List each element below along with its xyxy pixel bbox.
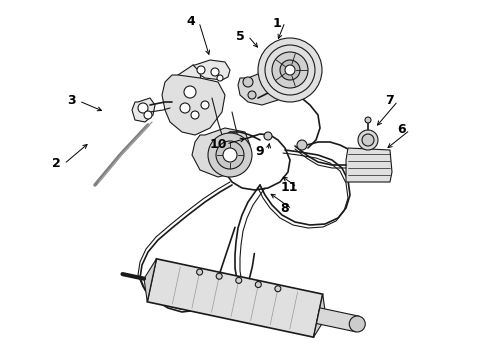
Text: 1: 1 [272,17,281,30]
Circle shape [297,140,307,150]
Circle shape [196,269,203,275]
Circle shape [243,77,253,87]
Circle shape [285,65,295,75]
Circle shape [216,273,222,279]
Circle shape [358,130,378,150]
Circle shape [191,111,199,119]
Polygon shape [144,259,156,302]
Polygon shape [175,65,202,112]
Text: 11: 11 [280,181,298,194]
Circle shape [264,132,272,140]
Circle shape [280,60,300,80]
Circle shape [208,133,252,177]
Polygon shape [162,75,225,135]
Text: 2: 2 [52,157,61,170]
Circle shape [180,103,190,113]
Polygon shape [193,60,230,80]
Text: 3: 3 [67,94,75,107]
Text: 6: 6 [397,123,406,136]
Circle shape [362,134,374,146]
Circle shape [217,75,223,81]
Circle shape [144,111,152,119]
Text: 10: 10 [209,138,227,150]
Polygon shape [238,70,282,105]
Circle shape [211,68,219,76]
Text: 7: 7 [385,94,394,107]
Circle shape [197,66,205,74]
Polygon shape [314,294,326,337]
Text: 8: 8 [280,202,289,215]
Circle shape [272,52,308,88]
Circle shape [223,148,237,162]
Circle shape [216,141,244,169]
Circle shape [248,91,256,99]
Circle shape [349,316,365,332]
Polygon shape [346,148,392,182]
Polygon shape [192,128,250,177]
Circle shape [201,101,209,109]
Circle shape [255,282,261,288]
Text: 5: 5 [236,30,245,42]
Circle shape [258,38,322,102]
Polygon shape [317,308,359,332]
Circle shape [275,286,281,292]
Circle shape [138,103,148,113]
Circle shape [365,117,371,123]
Circle shape [236,278,242,283]
Polygon shape [147,259,323,337]
Circle shape [184,86,196,98]
Text: 4: 4 [187,15,196,28]
Polygon shape [132,98,155,122]
Text: 9: 9 [255,145,264,158]
